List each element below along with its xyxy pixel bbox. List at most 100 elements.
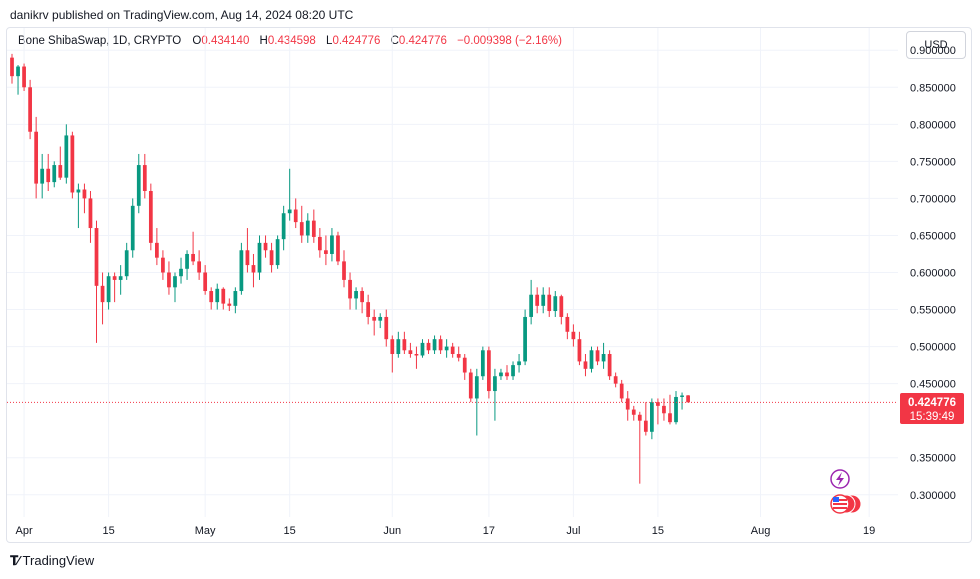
candle-body bbox=[420, 342, 425, 356]
time-axis[interactable]: Apr 15 May 15 Jun 17 Jul 15 Aug 19 bbox=[16, 525, 876, 537]
candle bbox=[662, 398, 666, 421]
chart-legend: Bone ShibaSwap, 1D, CRYPTO O0.434140 H0.… bbox=[18, 35, 569, 47]
candle bbox=[275, 235, 280, 269]
candle bbox=[155, 228, 159, 266]
candle bbox=[432, 335, 437, 354]
candle bbox=[414, 346, 419, 369]
candle bbox=[637, 411, 642, 484]
candle-body bbox=[456, 354, 461, 358]
candle bbox=[553, 291, 558, 317]
candle bbox=[541, 287, 546, 314]
candle-body bbox=[305, 220, 310, 236]
open-label: O bbox=[192, 35, 202, 47]
candle-body bbox=[161, 257, 165, 273]
candle-body bbox=[396, 339, 401, 354]
lightning-icon[interactable] bbox=[830, 469, 850, 489]
x-tick-label: Jul bbox=[566, 525, 580, 537]
low-label: L bbox=[326, 35, 333, 47]
candle-body bbox=[64, 135, 69, 178]
candle-body bbox=[70, 135, 75, 193]
candle-body bbox=[372, 316, 377, 321]
candle bbox=[317, 228, 322, 258]
symbol-label[interactable]: Bone ShibaSwap, 1D, CRYPTO bbox=[18, 35, 182, 47]
candle bbox=[112, 272, 117, 303]
price-badge-bg bbox=[900, 393, 964, 424]
candle-body bbox=[52, 165, 57, 183]
candle-body bbox=[553, 296, 558, 312]
candle-body bbox=[197, 261, 202, 273]
candle bbox=[396, 331, 401, 358]
candle-body bbox=[82, 189, 87, 199]
candle-body bbox=[499, 372, 503, 377]
candle-body bbox=[287, 209, 292, 214]
candle bbox=[384, 309, 389, 347]
candle-body bbox=[686, 395, 690, 403]
price-axis[interactable]: 0.900000 0.850000 0.800000 0.750000 0.700000… bbox=[910, 45, 956, 502]
x-tick-label: May bbox=[195, 525, 216, 537]
y-tick-label: 0.650000 bbox=[910, 230, 956, 242]
candle bbox=[589, 346, 594, 373]
x-tick-label: Aug bbox=[751, 525, 771, 537]
candle bbox=[360, 287, 364, 314]
chart-frame bbox=[6, 27, 972, 543]
candle-body bbox=[209, 291, 214, 303]
candle bbox=[474, 368, 479, 436]
candle bbox=[16, 65, 20, 95]
candle bbox=[529, 279, 534, 325]
candle-body bbox=[559, 296, 564, 317]
candle-body bbox=[203, 272, 208, 292]
candle-body bbox=[547, 294, 552, 312]
y-tick-label: 0.800000 bbox=[910, 119, 956, 131]
candle bbox=[402, 331, 407, 354]
candle-body bbox=[577, 339, 582, 362]
candle-body bbox=[601, 354, 606, 362]
y-tick-label: 0.350000 bbox=[910, 453, 956, 465]
candle bbox=[239, 242, 244, 295]
candle-body bbox=[46, 168, 51, 183]
candle-body bbox=[324, 250, 328, 254]
candle-body bbox=[480, 350, 485, 377]
last-price-label: 0.424776 bbox=[908, 397, 956, 409]
candle-body bbox=[28, 87, 32, 132]
candle bbox=[625, 391, 630, 421]
candle bbox=[336, 231, 340, 266]
candle-body bbox=[662, 405, 666, 414]
candle bbox=[52, 161, 57, 188]
us-flag-icon[interactable] bbox=[830, 494, 862, 514]
low-value: 0.424776 bbox=[332, 35, 381, 47]
candle-body bbox=[233, 291, 238, 306]
high-value: 0.434598 bbox=[267, 35, 316, 47]
candle bbox=[480, 346, 485, 380]
currency-button[interactable]: USD bbox=[906, 31, 966, 59]
candle bbox=[595, 346, 600, 366]
candle-body bbox=[432, 339, 437, 351]
candle bbox=[607, 350, 612, 380]
candle-body bbox=[348, 279, 352, 299]
candle bbox=[70, 131, 75, 199]
candle bbox=[619, 379, 624, 403]
candle bbox=[631, 405, 636, 421]
candle-body bbox=[378, 316, 383, 321]
candle bbox=[456, 346, 461, 362]
candle-body bbox=[517, 361, 521, 366]
candle bbox=[468, 368, 473, 403]
tradingview-brand[interactable]: 𝐓∕ TradingView bbox=[10, 553, 94, 569]
x-tick-label: 15 bbox=[284, 525, 296, 537]
candle-body bbox=[426, 342, 431, 351]
candle bbox=[22, 63, 26, 91]
candle bbox=[686, 395, 690, 403]
candle bbox=[420, 339, 425, 358]
candle-body bbox=[88, 198, 93, 229]
candle-body bbox=[16, 66, 20, 77]
candle-body bbox=[58, 165, 63, 178]
candle-body bbox=[505, 372, 509, 377]
candle-body bbox=[100, 285, 105, 303]
candle bbox=[173, 272, 177, 303]
candle bbox=[613, 372, 618, 388]
x-tick-label: 15 bbox=[652, 525, 664, 537]
candle-body bbox=[227, 303, 232, 306]
candle-body bbox=[468, 372, 473, 399]
candle-body bbox=[311, 220, 316, 237]
candle bbox=[342, 250, 346, 288]
